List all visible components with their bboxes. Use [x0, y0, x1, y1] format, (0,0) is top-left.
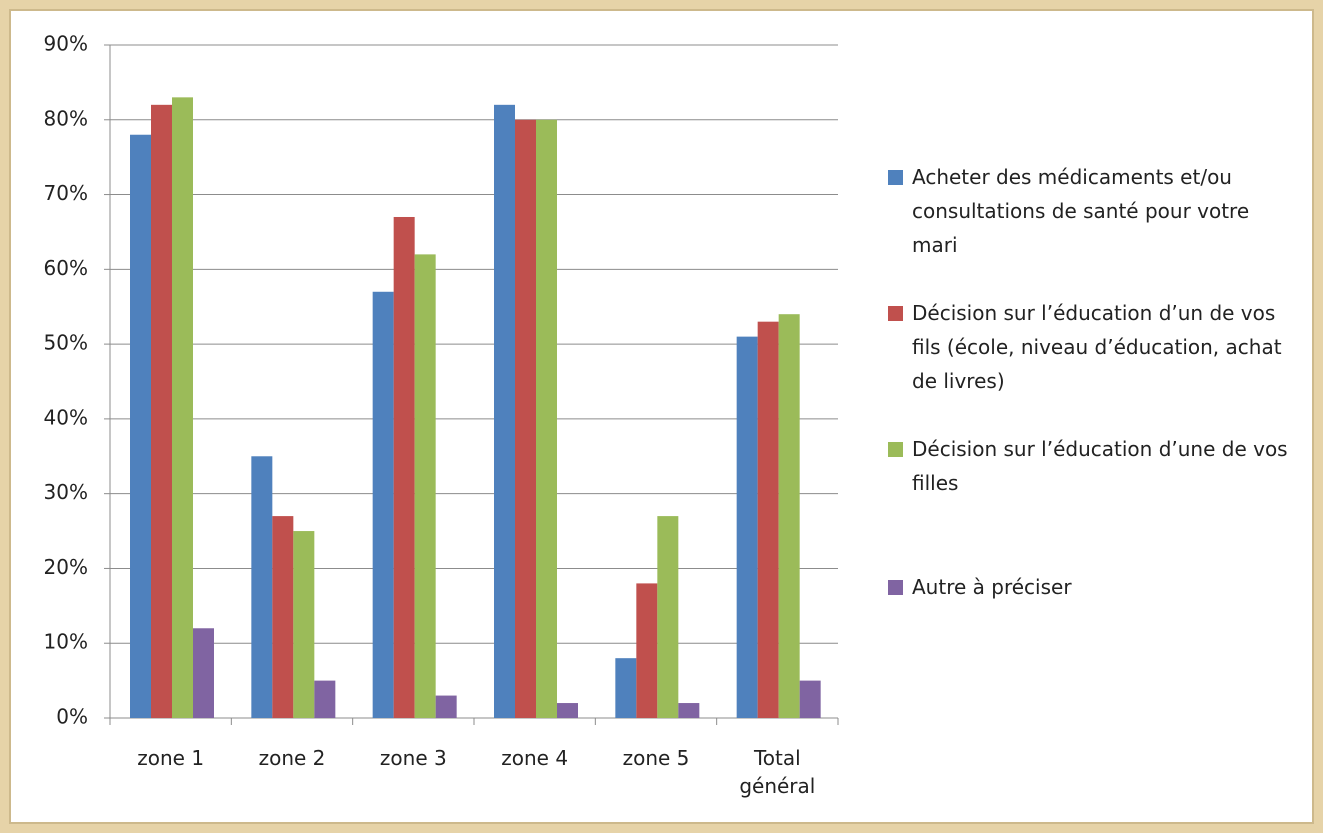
- y-tick-label: 0%: [56, 705, 88, 729]
- legend-item: Acheter des médicaments et/ou consultati…: [888, 160, 1322, 262]
- x-tick-label: zone 5: [622, 746, 690, 770]
- bar: [193, 628, 214, 718]
- bar: [757, 321, 779, 718]
- bar: [272, 516, 294, 718]
- bar: [414, 254, 436, 718]
- bar: [615, 658, 637, 718]
- legend-swatch: [888, 580, 903, 595]
- bar: [636, 583, 658, 718]
- bar: [494, 104, 515, 719]
- y-tick-label: 10%: [44, 630, 88, 654]
- y-tick-label: 40%: [44, 405, 88, 429]
- legend-label: Autre à préciser: [912, 575, 1072, 599]
- bar: [151, 104, 172, 719]
- bar: [372, 291, 394, 718]
- bar: [678, 703, 700, 718]
- legend-item: Décision sur l’éducation d’une de vos fi…: [888, 432, 1322, 500]
- x-tick-label: zone 2: [258, 746, 326, 770]
- y-tick-label: 80%: [44, 106, 88, 130]
- bar: [515, 119, 536, 719]
- bar: [130, 134, 151, 718]
- legend-label: Décision sur l’éducation d’un de vos fil…: [912, 301, 1282, 393]
- legend-label: Décision sur l’éducation d’une de vos fi…: [912, 437, 1288, 495]
- legend-item: Décision sur l’éducation d’un de vos fil…: [888, 296, 1322, 398]
- legend-swatch: [888, 306, 903, 321]
- x-tick-label: zone 4: [501, 746, 569, 770]
- bar: [536, 119, 557, 719]
- bar: [435, 695, 457, 718]
- x-tick-label: zone 1: [137, 746, 205, 770]
- bar: [314, 680, 336, 718]
- bar: [799, 680, 821, 718]
- bar: [557, 703, 578, 718]
- y-tick-label: 60%: [44, 256, 88, 280]
- y-tick-label: 90%: [44, 32, 88, 56]
- bar: [251, 456, 273, 718]
- legend-swatch: [888, 170, 903, 185]
- bar: [393, 216, 415, 718]
- bar: [172, 97, 193, 719]
- bar: [778, 314, 800, 718]
- bar: [736, 336, 758, 718]
- y-tick-label: 20%: [44, 555, 88, 579]
- bar: [657, 516, 679, 718]
- y-tick-label: 50%: [44, 331, 88, 355]
- x-tick-label: zone 3: [379, 746, 447, 770]
- bar: [293, 531, 315, 718]
- x-tick-label: Total général: [739, 746, 816, 798]
- legend-item: Autre à préciser: [888, 570, 1322, 604]
- y-tick-label: 30%: [44, 480, 88, 504]
- legend-label: Acheter des médicaments et/ou consultati…: [912, 165, 1250, 257]
- legend-swatch: [888, 442, 903, 457]
- y-tick-label: 70%: [44, 181, 88, 205]
